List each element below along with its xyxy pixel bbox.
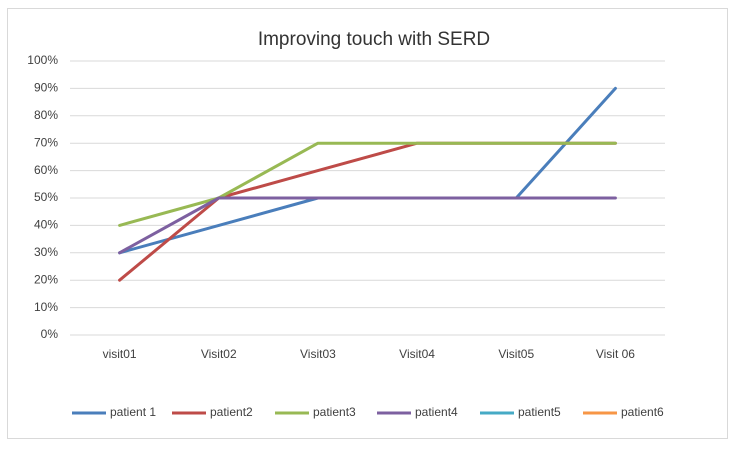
x-tick-label: Visit03	[300, 347, 336, 361]
y-tick-label: 80%	[34, 108, 58, 122]
y-tick-label: 30%	[34, 245, 58, 259]
x-tick-label: visit01	[103, 347, 137, 361]
legend-label: patient 1	[110, 405, 156, 419]
x-tick-label: Visit04	[399, 347, 435, 361]
x-tick-label: Visit 06	[596, 347, 635, 361]
x-tick-label: Visit05	[498, 347, 534, 361]
series-line	[118, 141, 617, 227]
x-tick-label: Visit02	[201, 347, 237, 361]
legend-label: patient6	[621, 405, 664, 419]
y-tick-label: 70%	[34, 135, 58, 149]
legend-label: patient2	[210, 405, 253, 419]
legend-label: patient5	[518, 405, 561, 419]
y-tick-label: 60%	[34, 163, 58, 177]
chart-title: Improving touch with SERD	[258, 29, 490, 50]
legend-label: patient4	[415, 405, 458, 419]
y-tick-label: 50%	[34, 190, 58, 204]
y-tick-label: 100%	[27, 53, 58, 67]
y-tick-label: 10%	[34, 300, 58, 314]
y-tick-label: 40%	[34, 218, 58, 232]
series-line	[118, 196, 617, 255]
legend-label: patient3	[313, 405, 356, 419]
y-tick-label: 20%	[34, 272, 58, 286]
y-tick-label: 0%	[41, 327, 59, 341]
chart-border	[7, 8, 728, 439]
y-tick-label: 90%	[34, 81, 58, 95]
